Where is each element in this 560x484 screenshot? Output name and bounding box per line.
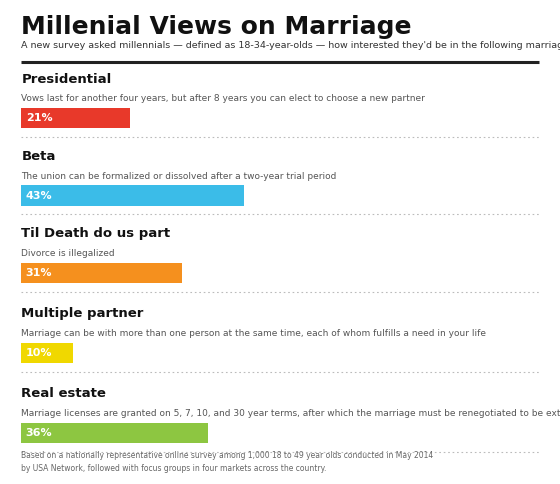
Bar <box>21 263 181 283</box>
Bar <box>21 108 130 128</box>
Bar <box>21 185 244 206</box>
Text: A new survey asked millennials — defined as 18-34-year-olds — how interested the: A new survey asked millennials — defined… <box>21 41 560 50</box>
Text: The union can be formalized or dissolved after a two-year trial period: The union can be formalized or dissolved… <box>21 172 337 181</box>
Text: Divorce is illegalized: Divorce is illegalized <box>21 249 115 258</box>
Text: 31%: 31% <box>26 268 52 278</box>
Text: Presidential: Presidential <box>21 73 111 86</box>
Bar <box>21 423 208 443</box>
Text: Real estate: Real estate <box>21 387 106 400</box>
Text: 43%: 43% <box>26 191 53 200</box>
Text: Marriage can be with more than one person at the same time, each of whom fulfill: Marriage can be with more than one perso… <box>21 329 486 338</box>
Text: 21%: 21% <box>26 113 53 123</box>
Text: Based on a nationally representative online survey among 1,000 18 to 49 year old: Based on a nationally representative onl… <box>21 451 433 472</box>
Text: Millenial Views on Marriage: Millenial Views on Marriage <box>21 15 412 39</box>
Bar <box>21 343 73 363</box>
Text: Marriage licenses are granted on 5, 7, 10, and 30 year terms, after which the ma: Marriage licenses are granted on 5, 7, 1… <box>21 409 560 418</box>
Text: Til Death do us part: Til Death do us part <box>21 227 170 241</box>
Text: 10%: 10% <box>26 348 52 358</box>
Text: 36%: 36% <box>26 428 53 438</box>
Text: Multiple partner: Multiple partner <box>21 307 144 320</box>
Text: Vows last for another four years, but after 8 years you can elect to choose a ne: Vows last for another four years, but af… <box>21 94 425 104</box>
Text: Beta: Beta <box>21 150 55 163</box>
